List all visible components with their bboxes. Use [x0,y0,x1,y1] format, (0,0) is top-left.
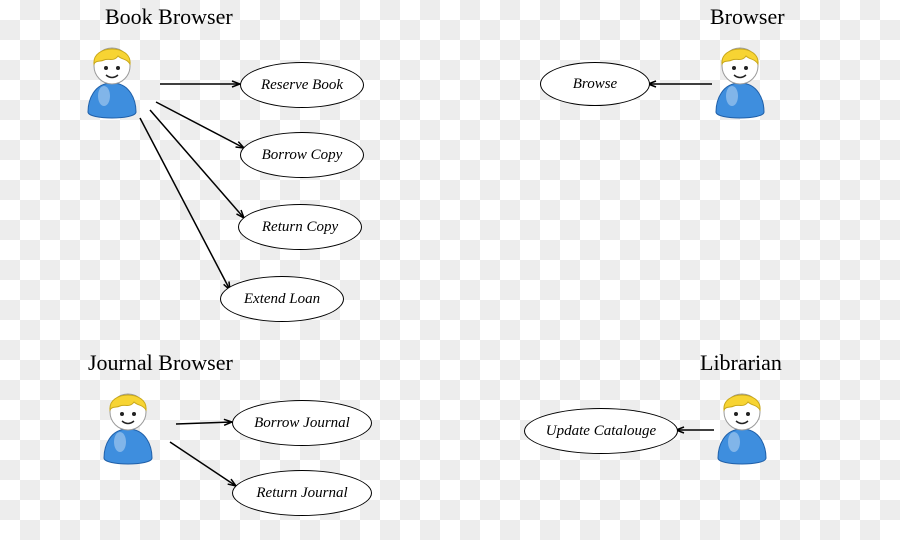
usecase-reserve_book: Reserve Book [240,62,364,108]
usecase-return_journal: Return Journal [232,470,372,516]
actor-browser [716,48,764,118]
usecase-browse: Browse [540,62,650,106]
usecase-borrow_journal: Borrow Journal [232,400,372,446]
actor-label-librarian: Librarian [700,350,782,376]
usecase-label: Borrow Journal [254,415,350,432]
diagram-svg [0,0,900,540]
actor-label-journal_browser: Journal Browser [88,350,233,376]
usecase-update_cat: Update Catalouge [524,408,678,454]
usecase-label: Return Copy [262,219,338,236]
usecase-return_copy: Return Copy [238,204,362,250]
actor-librarian [718,394,766,464]
edge-arrow [170,442,236,486]
usecase-borrow_copy: Borrow Copy [240,132,364,178]
usecase-label: Reserve Book [261,77,343,94]
actor-book_browser [88,48,136,118]
usecase-label: Borrow Copy [262,147,343,164]
edge-arrow [140,118,230,290]
usecase-label: Return Journal [256,485,347,502]
edge-arrow [156,102,244,148]
usecase-label: Browse [573,76,617,93]
usecase-label: Extend Loan [244,291,320,308]
usecase-extend_loan: Extend Loan [220,276,344,322]
edge-arrow [176,422,232,424]
actor-journal_browser [104,394,152,464]
actor-label-browser: Browser [710,4,785,30]
actor-label-book_browser: Book Browser [105,4,233,30]
usecase-label: Update Catalouge [546,423,656,440]
